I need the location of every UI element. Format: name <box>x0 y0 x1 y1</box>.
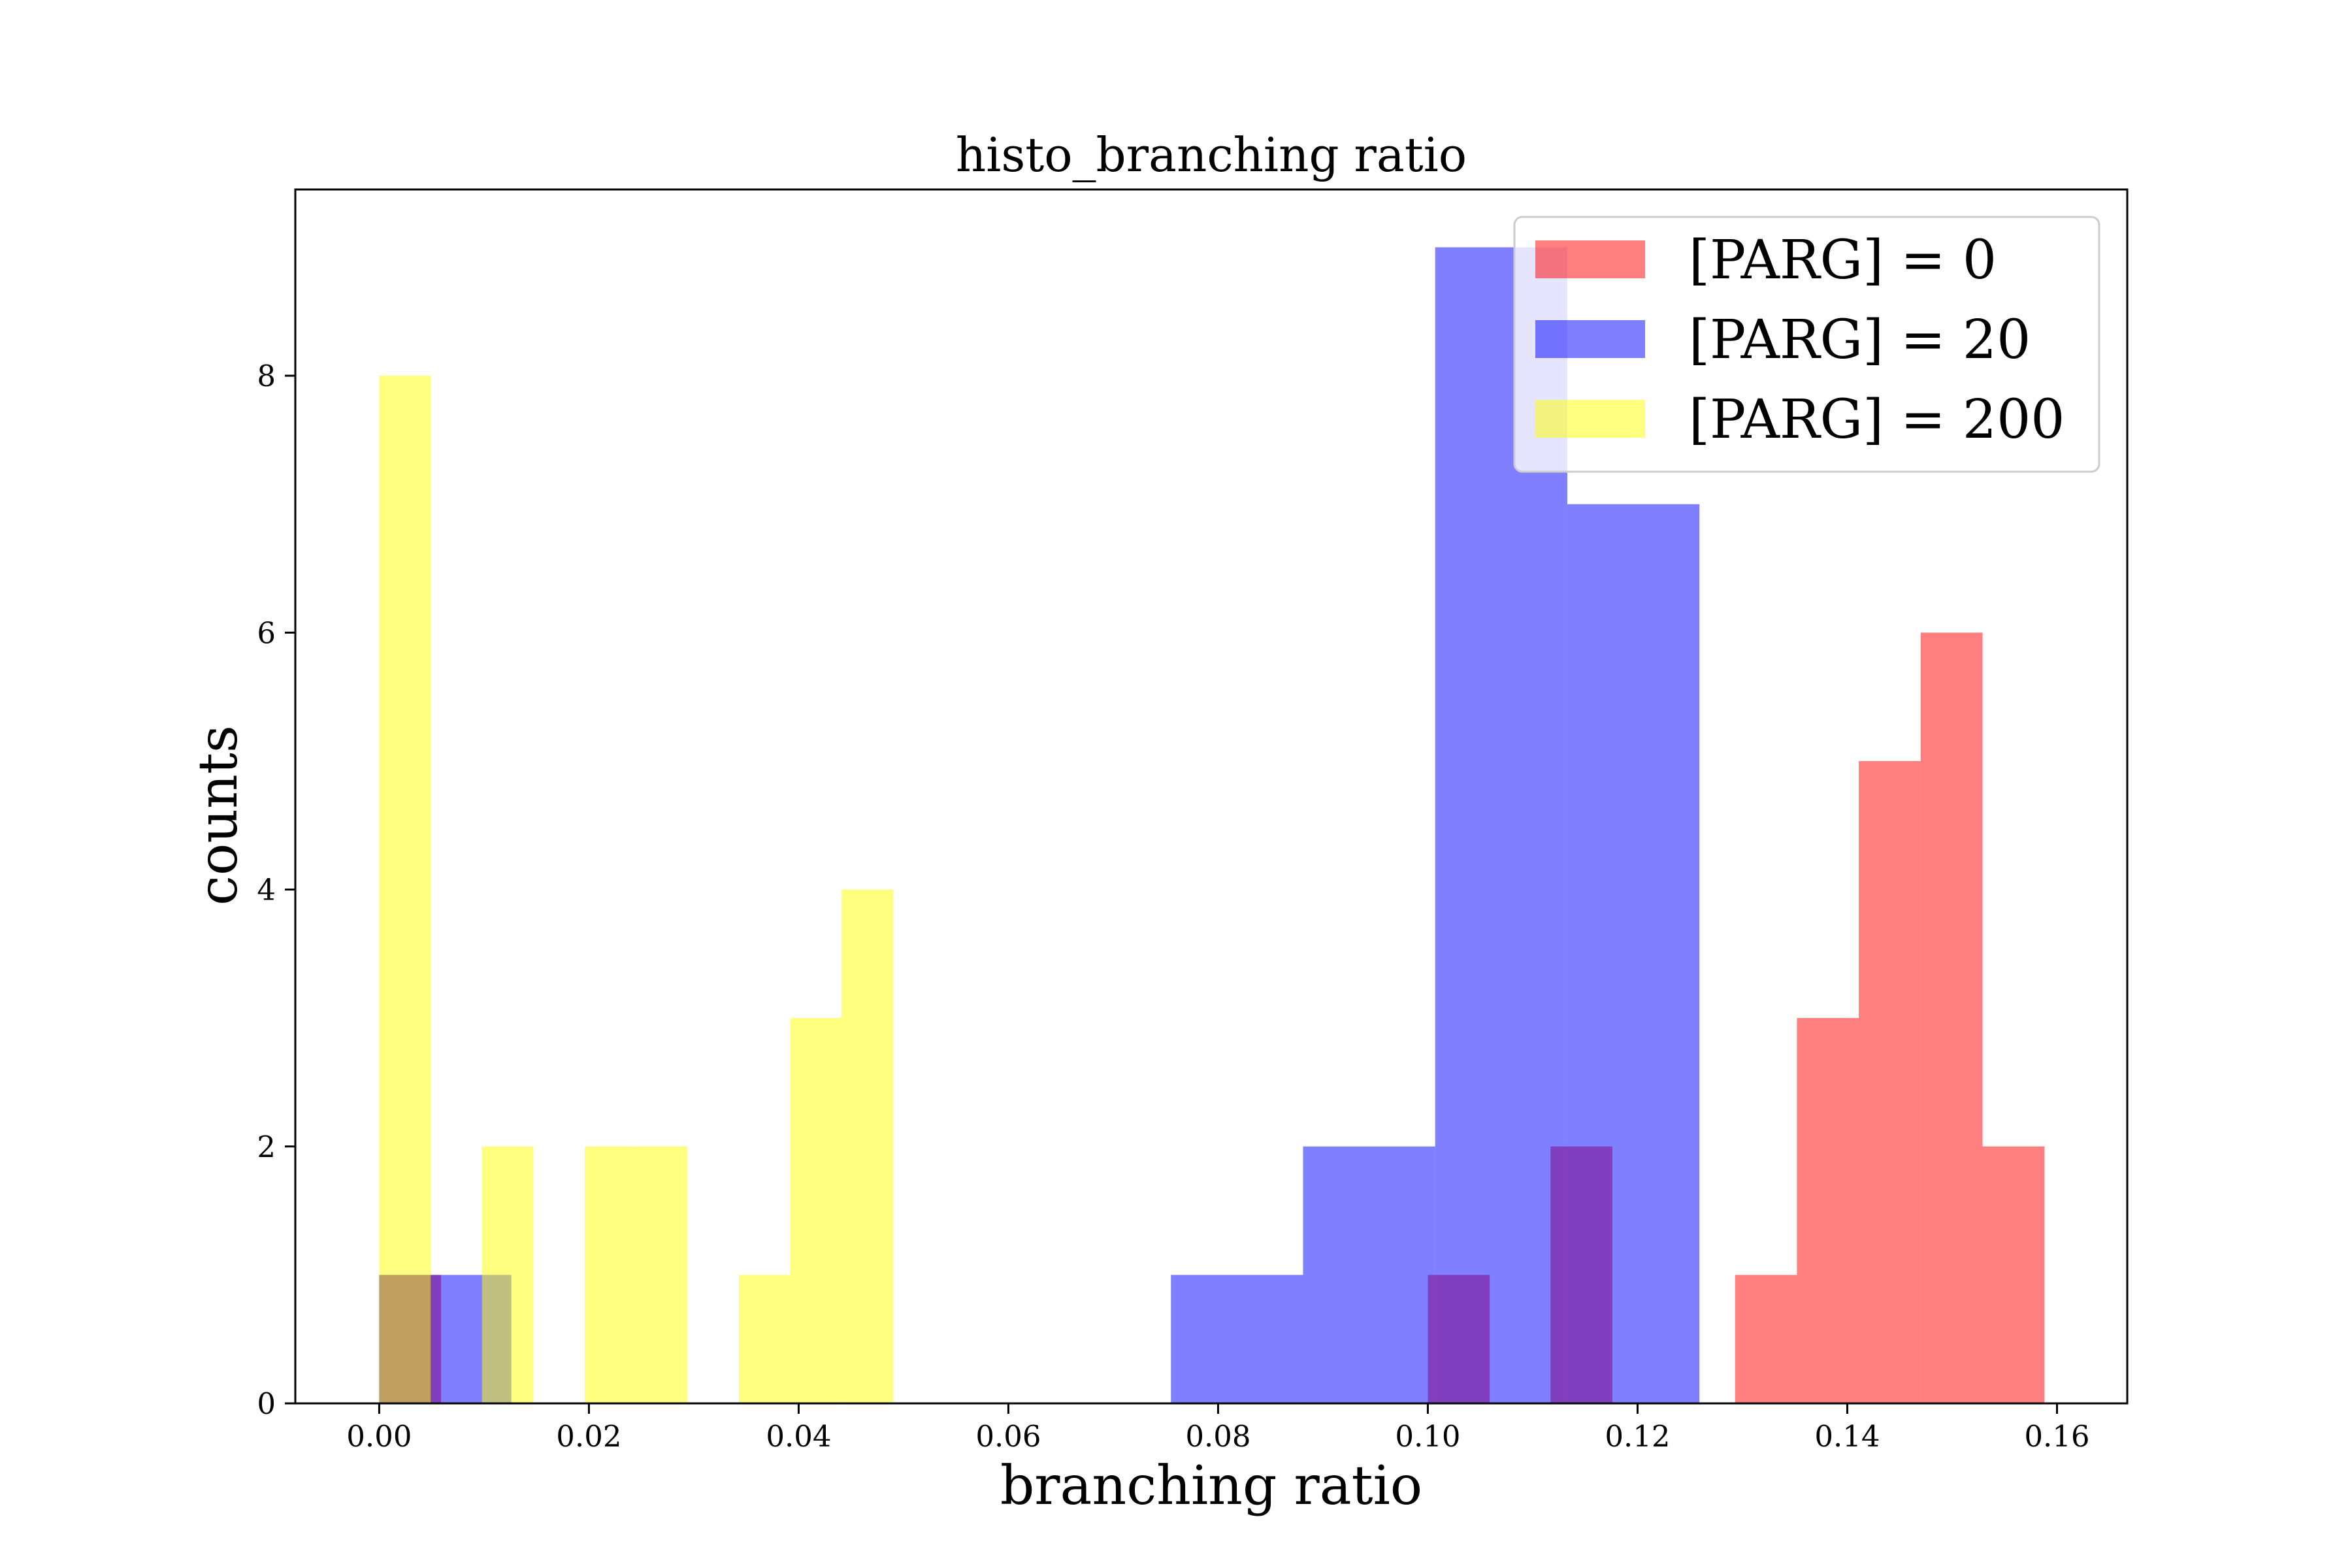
series-1-bars <box>379 247 1700 1404</box>
histogram-bar <box>841 889 893 1403</box>
histogram-bars <box>379 247 2045 1404</box>
histogram-bar <box>431 1275 484 1403</box>
histogram-bar <box>1797 1018 1859 1403</box>
legend-swatch <box>1535 320 1645 358</box>
y-tick-label: 0 <box>257 1386 276 1421</box>
x-tick-label: 0.10 <box>1395 1419 1460 1454</box>
x-tick-label: 0.02 <box>556 1419 621 1454</box>
histogram-bar <box>1920 632 1983 1404</box>
legend-swatch <box>1535 400 1645 438</box>
x-tick-label: 0.14 <box>1814 1419 1880 1454</box>
legend-swatch <box>1535 240 1645 278</box>
x-tick-label: 0.04 <box>766 1419 831 1454</box>
series-2-bars <box>379 376 893 1403</box>
y-tick-label: 6 <box>257 615 276 650</box>
x-tick-label: 0.06 <box>975 1419 1041 1454</box>
y-tick-label: 2 <box>257 1130 276 1164</box>
x-tick-label: 0.08 <box>1185 1419 1250 1454</box>
x-axis-ticks: 0.00 0.02 0.04 0.06 0.08 0.10 0.12 0.14 0.16 <box>346 1403 2090 1454</box>
histogram-bar <box>1859 760 1921 1403</box>
x-tick-label: 0.00 <box>346 1419 412 1454</box>
legend-label: [PARG] = 200 <box>1689 389 2065 451</box>
histogram-bar <box>1303 1146 1435 1403</box>
legend-label: [PARG] = 0 <box>1689 229 1997 291</box>
legend: [PARG] = 0 [PARG] = 20 [PARG] = 200 <box>1513 216 2100 473</box>
histogram-bar <box>379 376 431 1403</box>
y-tick-label: 8 <box>257 359 276 393</box>
histogram-bar <box>738 1275 791 1403</box>
histogram-bar <box>1735 1275 1797 1403</box>
histogram-bar <box>584 1146 636 1403</box>
axes-frame <box>294 188 2129 1405</box>
histogram-bar <box>790 1018 842 1403</box>
histogram-bar <box>482 1146 534 1403</box>
x-axis-label: branching ratio <box>1000 1455 1422 1517</box>
x-tick-label: 0.12 <box>1605 1419 1670 1454</box>
y-tick-label: 4 <box>257 873 276 907</box>
y-axis-ticks: 0 2 4 6 8 <box>257 359 295 1421</box>
x-tick-label: 0.16 <box>2024 1419 2089 1454</box>
y-axis-label: counts <box>188 725 250 906</box>
legend-box <box>1513 216 2100 473</box>
histogram-bar <box>1982 1146 2045 1403</box>
legend-entries: [PARG] = 0 [PARG] = 20 [PARG] = 200 <box>1535 229 2065 451</box>
histogram-bar <box>1567 504 1700 1404</box>
legend-label: [PARG] = 20 <box>1689 309 2031 371</box>
histogram-bar <box>636 1146 688 1403</box>
histogram-bar <box>1171 1275 1303 1403</box>
chart-title: histo_branching ratio <box>956 127 1467 182</box>
